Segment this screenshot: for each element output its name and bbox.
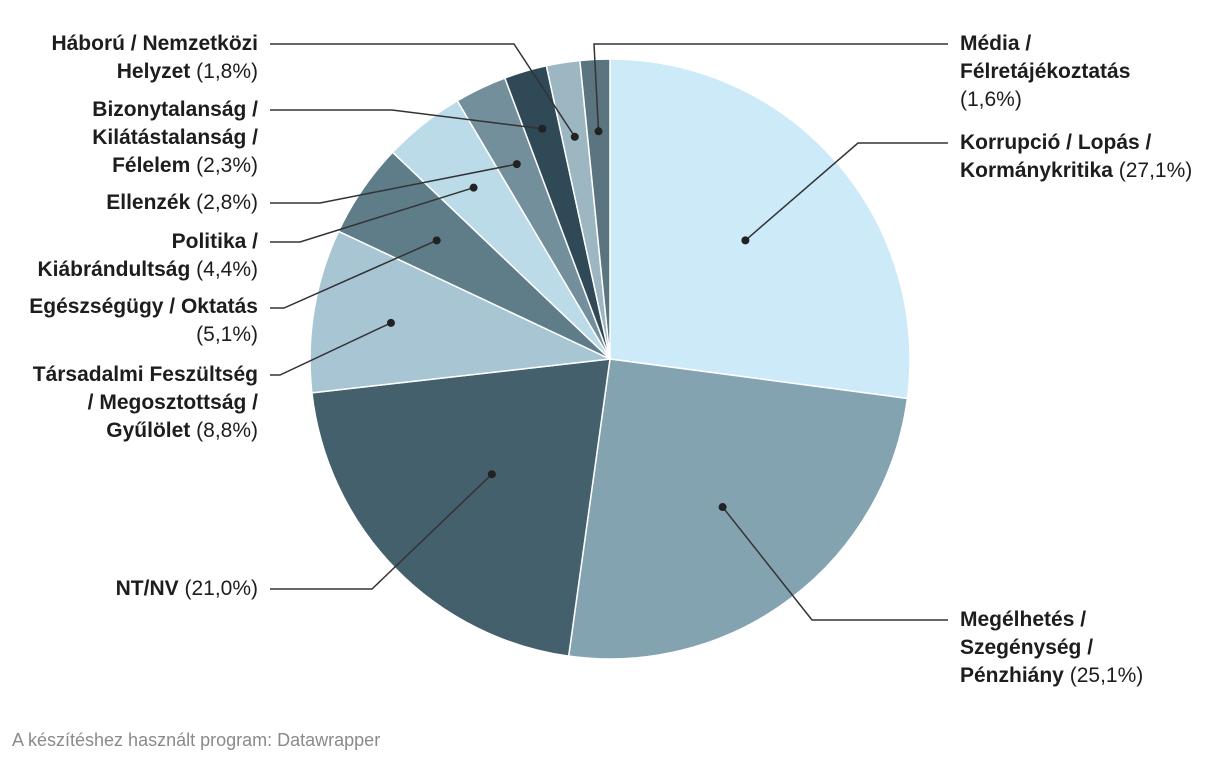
leader-line-ellenzek (270, 163, 517, 204)
slice-label-percent: (27,1%) (1118, 159, 1193, 182)
leader-dot-nt-nv (487, 470, 496, 479)
leader-line-korrupcio-lopas-kormanykritika (744, 142, 948, 241)
slice-label-haboru-nemzetkozi-helyzet: Háború / Nemzetközi Helyzet (1,8%) (51, 30, 258, 86)
leader-line-politika-kiabrandultsag (270, 186, 474, 243)
slice-label-percent: (2,3%) (196, 154, 258, 177)
slice-label-media-felretajekoztatas: Média / Félretájékoztatás (1,6%) (960, 30, 1130, 114)
slice-label-text: Média / (960, 32, 1032, 55)
slice-label-percent: (25,1%) (1069, 664, 1144, 687)
slice-label-text: Megélhetés / (960, 608, 1087, 631)
slice-label-text: Politika / (171, 230, 258, 253)
slice-label-korrupcio-lopas-kormanykritika: Korrupció / Lopás / Kormánykritika (27,1%… (960, 129, 1192, 185)
slice-label-text: Helyzet (116, 60, 191, 83)
leader-line-media-felretajekoztatas (593, 43, 948, 132)
leader-line-nt-nv (270, 473, 493, 590)
leader-line-haboru-nemzetkozi-helyzet (270, 43, 576, 138)
leader-lines (270, 43, 948, 621)
slice-label-text: Kilátástalanság / (92, 126, 258, 149)
leader-dot-megelhetes-szegenyseg-penzhiany (718, 503, 727, 512)
pie-slice-nt-nv (311, 358, 611, 657)
slice-label-text: Félretájékoztatás (960, 60, 1131, 83)
slice-label-text: Félelem (112, 154, 191, 177)
leader-dot-media-felretajekoztatas (594, 127, 603, 136)
leader-dot-korrupcio-lopas-kormanykritika (741, 236, 750, 245)
credit-text: A készítéshez használt program: Datawrap… (12, 730, 381, 750)
slice-label-text: Korrupció / Lopás / (960, 131, 1152, 154)
pie-slices (309, 58, 911, 660)
leader-line-egeszsegugy-oktatas (270, 239, 437, 309)
slice-label-text: Egészségügy / Oktatás (29, 295, 258, 318)
slice-label-politika-kiabrandultsag: Politika / Kiábrándultság (4,4%) (37, 228, 258, 284)
leader-line-megelhetes-szegenyseg-penzhiany (722, 506, 948, 621)
slice-label-percent: (8,8%) (196, 419, 258, 442)
slice-label-text: Kormánykritika (960, 159, 1113, 182)
slice-label-text: NT/NV (115, 577, 179, 600)
pie-slice-megelhetes-szegenyseg-penzhiany (567, 358, 909, 660)
leader-dot-egeszsegugy-oktatas (432, 236, 441, 245)
slice-label-text: Bizonytalanság / (92, 98, 258, 121)
slice-label-text: Ellenzék (106, 191, 191, 214)
slice-label-text: Gyűlölet (106, 419, 191, 442)
leader-dot-ellenzek (512, 160, 521, 169)
slice-label-text: Háború / Nemzetközi (51, 32, 258, 55)
slice-label-tarsadalmi-feszultseg-megosztottsag-gyulolet: Társadalmi Feszültség / Megosztottság / Gy… (33, 361, 258, 445)
slice-label-percent: (1,6%) (960, 88, 1022, 111)
slice-label-text: / Megosztottság / (87, 391, 258, 414)
slice-label-text: Társadalmi Feszültség (32, 363, 258, 386)
slice-label-nt-nv: NT/NV (21,0%) (116, 575, 258, 603)
leader-dot-haboru-nemzetkozi-helyzet (570, 132, 579, 141)
leader-dot-tarsadalmi-feszultseg-megosztottsag-gyulolet (386, 318, 395, 327)
slice-label-bizonytalansag-kilatastalansag-felelem: Bizonytalanság / Kilátástalanság / Félelem… (92, 96, 258, 180)
pie-slice-tarsadalmi-feszultseg-megosztottsag-gyulolet (309, 230, 613, 394)
slice-label-ellenzek: Ellenzék (2,8%) (106, 189, 258, 217)
leader-dot-bizonytalansag-kilatastalansag-felelem (538, 124, 547, 133)
slice-label-percent: (2,8%) (196, 191, 258, 214)
slice-label-percent: (4,4%) (196, 258, 258, 281)
slice-label-egeszsegugy-oktatas: Egészségügy / Oktatás (5,1%) (29, 293, 258, 349)
slice-label-text: Pénzhiány (960, 664, 1064, 687)
slice-label-text: Kiábrándultság (37, 258, 191, 281)
slice-label-percent: (1,8%) (196, 60, 258, 83)
leader-dot-politika-kiabrandultsag (469, 183, 478, 192)
slice-label-percent: (21,0%) (184, 577, 258, 600)
leader-line-tarsadalmi-feszultseg-megosztottsag-gyulolet (270, 322, 392, 376)
leader-line-bizonytalansag-kilatastalansag-felelem (270, 109, 543, 130)
slice-label-megelhetes-szegenyseg-penzhiany: Megélhetés / Szegénység / Pénzhiány (25,1%… (960, 606, 1143, 690)
slice-label-text: Szegénység / (960, 636, 1094, 659)
slice-label-percent: (5,1%) (196, 323, 258, 346)
